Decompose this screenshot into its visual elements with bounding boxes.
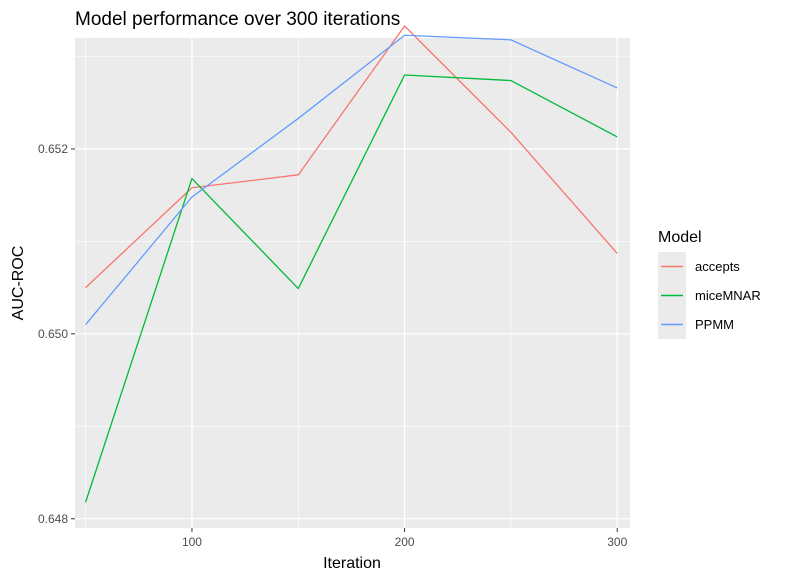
series-line-ppmm	[85, 34, 618, 326]
legend-label: PPMM	[695, 317, 734, 332]
y-tick-label: 0.648	[38, 512, 68, 526]
axis-ticks	[71, 148, 618, 532]
series-line-accepts	[85, 25, 618, 289]
y-axis-title: AUC-ROC	[10, 246, 27, 321]
legend-title: Model	[658, 229, 702, 246]
chart-title: Model performance over 300 iterations	[75, 9, 400, 30]
minor-gridlines	[75, 38, 630, 528]
x-tick-labels: 100 200 300	[182, 535, 628, 549]
major-gridlines	[75, 38, 630, 528]
legend-label: miceMNAR	[695, 288, 761, 303]
legend-items: accepts miceMNAR PPMM	[658, 252, 761, 339]
x-tick-label: 200	[395, 535, 415, 549]
legend: Model accepts miceMNAR PPMM	[658, 229, 761, 339]
series-lines	[85, 25, 618, 503]
legend-label: accepts	[695, 259, 740, 274]
plot-panel	[75, 38, 630, 528]
series-line-micemnar	[85, 74, 618, 503]
y-tick-labels: 0.648 0.650 0.652	[38, 142, 68, 526]
x-tick-label: 100	[182, 535, 202, 549]
x-axis-title: Iteration	[323, 555, 381, 572]
y-tick-label: 0.652	[38, 142, 68, 156]
x-tick-label: 300	[607, 535, 627, 549]
y-tick-label: 0.650	[38, 327, 68, 341]
